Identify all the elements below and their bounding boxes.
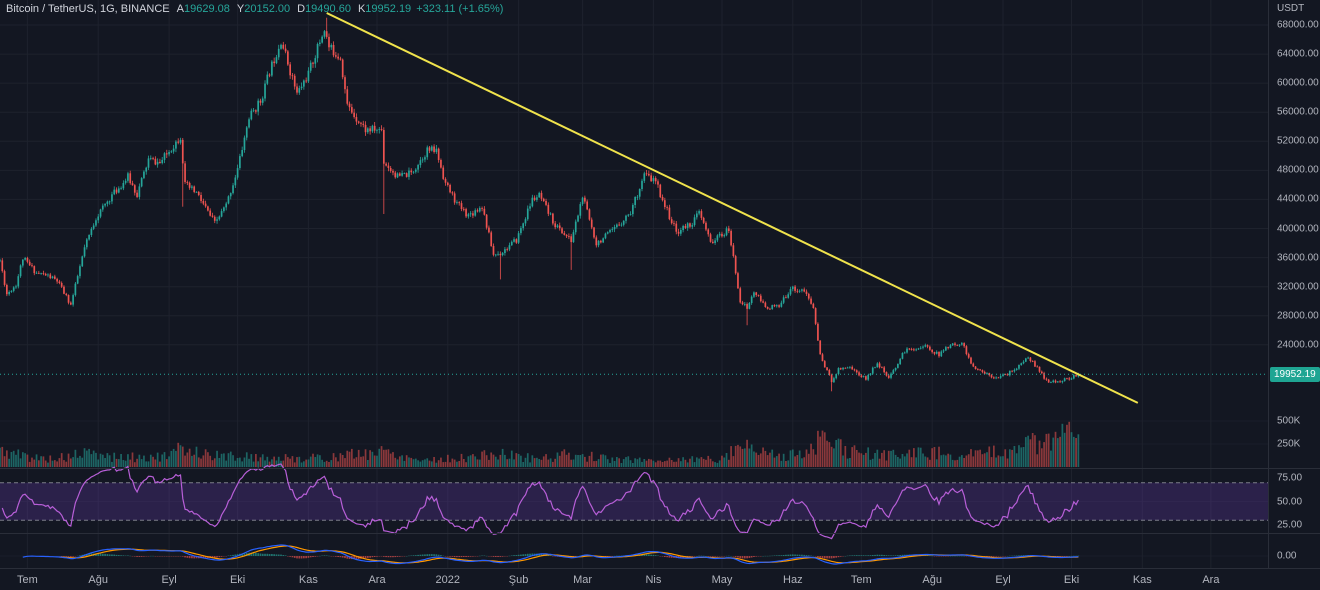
price-axis-label: 68000.00 — [1277, 19, 1319, 31]
legend-high-label: Y — [236, 3, 245, 15]
legend-high-value: 20152.00 — [244, 3, 291, 15]
legend-symbol[interactable]: Bitcoin / TetherUS, 1G, BINANCE — [6, 3, 170, 15]
time-axis-label: Mar — [573, 574, 593, 586]
time-axis-label: Ara — [1202, 574, 1220, 586]
price-axis-label: 24000.00 — [1277, 339, 1319, 351]
price-axis-label: 32000.00 — [1277, 281, 1319, 293]
legend-low-value: 19490.60 — [305, 3, 351, 15]
time-axis-label: Eyl — [161, 574, 177, 586]
time-axis-label: Eyl — [995, 574, 1011, 586]
price-axis-label: 40000.00 — [1277, 223, 1319, 234]
macd-axis-label: 0.00 — [1277, 550, 1297, 562]
price-axis-label: 60000.00 — [1277, 77, 1319, 89]
time-axis-label: Ara — [368, 574, 386, 586]
time-axis-label: Nis — [645, 574, 662, 586]
price-axis[interactable]: 68000.00 64000.00 60000.00 56000.00 52000.00… — [1268, 0, 1320, 568]
price-axis-unit: USDT — [1277, 3, 1305, 14]
time-axis-label: Haz — [783, 574, 803, 586]
legend: Bitcoin / TetherUS, 1G, BINANCE A19629.08… — [6, 3, 503, 16]
volume-axis-label: 250K — [1277, 438, 1301, 450]
rsi-axis-label: 25.00 — [1277, 519, 1303, 531]
time-axis-label: Tem — [17, 574, 38, 586]
time-axis-label: Eki — [1063, 574, 1080, 586]
price-axis-label: 36000.00 — [1277, 252, 1319, 264]
legend-close-value: 19952.19 — [365, 3, 412, 15]
legend-change: +323.11 (+1.65%) — [416, 3, 504, 15]
price-axis-label: 48000.00 — [1277, 164, 1319, 176]
time-axis-label: Ağu — [922, 574, 942, 586]
time-axis-label: Tem — [850, 574, 872, 586]
time-axis-label: Kas — [1132, 574, 1152, 586]
time-axis-label: Şub — [508, 574, 529, 586]
time-axis-label: May — [711, 574, 733, 586]
price-axis-label: 56000.00 — [1277, 106, 1319, 118]
price-axis-label: 64000.00 — [1277, 48, 1319, 60]
rsi-axis-label: 50.00 — [1277, 496, 1303, 507]
time-axis-label: 2022 — [435, 574, 461, 586]
time-axis-label: Eki — [229, 574, 246, 586]
time-axis-label: Kas — [298, 574, 318, 586]
legend-open-label: A — [176, 3, 184, 15]
legend-close-label: K — [357, 3, 366, 15]
legend-low-label: D — [297, 3, 306, 15]
time-axis-label: Ağu — [88, 574, 108, 586]
volume-axis-label: 500K — [1277, 415, 1301, 427]
rsi-axis-label: 75.00 — [1277, 472, 1303, 484]
legend-open-value: 19629.08 — [183, 3, 230, 15]
price-axis-label: 28000.00 — [1277, 310, 1319, 322]
current-price-badge: 19952.19 — [1270, 367, 1320, 382]
price-axis-label: 44000.00 — [1277, 193, 1319, 205]
time-axis[interactable]: Tem Ağu Eyl Eki Kas Ara 2022 Şub Mar Nis May Haz Tem… — [0, 568, 1320, 590]
price-axis-label: 52000.00 — [1277, 135, 1319, 147]
